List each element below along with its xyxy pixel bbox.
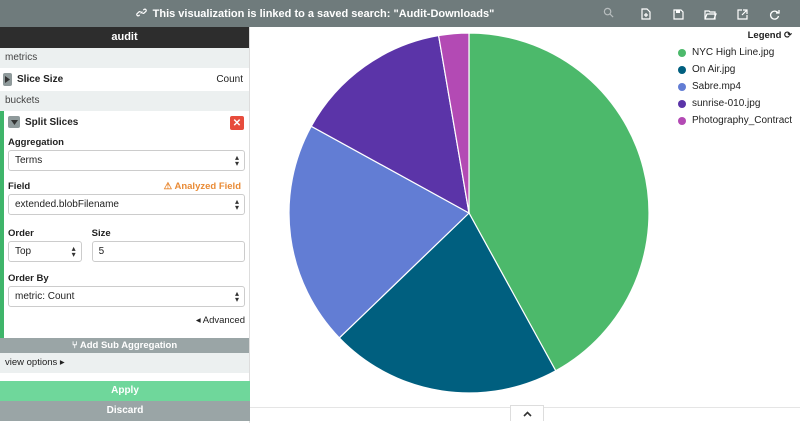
field-value: extended.blobFilename — [15, 199, 119, 210]
metric-value: Count — [216, 74, 243, 85]
order-select[interactable]: Top ▴ ▾ — [8, 241, 82, 262]
pie-slice-2[interactable] — [338, 212, 557, 394]
buckets-section-label: buckets — [0, 91, 249, 111]
legend-item-label: NYC High Line.jpg — [692, 47, 775, 58]
index-pattern-title: audit — [0, 27, 249, 48]
save-icon[interactable] — [662, 5, 694, 23]
new-visualization-icon[interactable] — [630, 5, 662, 23]
legend-dot-icon — [678, 65, 686, 74]
analyzed-field-warning: ⚠ Analyzed Field — [163, 181, 241, 192]
discard-button[interactable]: Discard — [0, 401, 250, 421]
sub-aggregation-icon: ⑂ — [71, 340, 78, 351]
legend-dot-icon — [678, 116, 686, 125]
legend-item[interactable]: NYC High Line.jpg — [678, 44, 792, 61]
add-sub-aggregation-button[interactable]: ⑂ Add Sub Aggregation — [0, 338, 249, 353]
expand-toggle-icon[interactable] — [3, 73, 12, 86]
size-label: Size — [91, 228, 111, 239]
toolbar — [630, 5, 790, 23]
caret-right-icon: ▸ — [59, 357, 65, 368]
view-options-toggle[interactable]: view options ▸ — [0, 353, 249, 373]
select-caret-icon: ▴ ▾ — [234, 289, 239, 304]
legend: Legend ⟳ NYC High Line.jpg On Air.jpg Sabr… — [678, 30, 792, 129]
field-select[interactable]: extended.blobFilename ▴ ▾ — [8, 194, 245, 215]
select-caret-icon: ▴ ▾ — [234, 197, 239, 212]
size-col: Size 5 — [91, 224, 245, 262]
select-caret-icon: ▴ ▾ — [71, 244, 76, 259]
pie-slice-1[interactable] — [468, 32, 650, 372]
order-by-value: metric: Count — [15, 291, 75, 302]
legend-toggle-icon: ⟳ — [784, 30, 792, 41]
linked-search-notice: This visualization is linked to a saved … — [0, 7, 630, 21]
field-label: Field — [8, 181, 31, 192]
linked-search-text: This visualization is linked to a saved … — [152, 7, 495, 20]
search-icon[interactable] — [603, 7, 614, 21]
aggregation-select[interactable]: Terms ▴ ▾ — [8, 150, 245, 171]
bucket-label: Split Slices — [25, 116, 79, 128]
legend-item-label: On Air.jpg — [692, 64, 736, 75]
chevron-up-icon — [522, 410, 532, 417]
bucket-header: Split Slices — [8, 111, 245, 133]
apply-button[interactable]: Apply — [0, 381, 250, 401]
aggregation-value: Terms — [15, 155, 43, 166]
legend-item[interactable]: sunrise-010.jpg — [678, 95, 792, 112]
collapse-toggle-icon[interactable] — [8, 116, 20, 128]
pie-slice-3[interactable] — [288, 125, 471, 339]
legend-title: Legend — [747, 30, 782, 41]
legend-item-label: sunrise-010.jpg — [692, 98, 761, 109]
legend-item[interactable]: On Air.jpg — [678, 61, 792, 78]
split-slices-bucket: Split Slices ✕ Aggregation Terms ▴ ▾ Fiel… — [0, 111, 249, 338]
aggregation-label: Aggregation — [8, 137, 64, 148]
metrics-section-label: metrics — [0, 48, 249, 68]
order-label: Order — [8, 228, 34, 239]
visualization-area: Legend ⟳ NYC High Line.jpg On Air.jpg Sabr… — [250, 27, 800, 423]
open-icon[interactable] — [694, 5, 726, 23]
remove-bucket-button[interactable]: ✕ — [230, 116, 244, 130]
legend-items: NYC High Line.jpg On Air.jpg Sabre.mp4 sunr… — [678, 44, 792, 129]
size-input[interactable]: 5 — [91, 241, 245, 262]
size-value: 5 — [98, 246, 105, 257]
legend-dot-icon — [678, 99, 686, 108]
order-by-label: Order By — [8, 273, 49, 284]
order-value: Top — [15, 246, 32, 257]
link-icon — [135, 7, 147, 21]
legend-item[interactable]: Sabre.mp4 — [678, 78, 792, 95]
order-col: Order Top ▴ ▾ — [8, 224, 82, 262]
legend-item-label: Photography_Contract... — [692, 115, 792, 126]
select-caret-icon: ▴ ▾ — [234, 153, 239, 168]
add-sub-aggregation-label: Add Sub Aggregation — [79, 340, 178, 351]
legend-dot-icon — [678, 48, 686, 57]
share-icon[interactable] — [726, 5, 758, 23]
legend-toggle[interactable]: Legend ⟳ — [678, 30, 792, 41]
order-size-row: Order Top ▴ ▾ Size 5 — [8, 224, 245, 262]
field-row: Field ⚠ Analyzed Field — [8, 180, 245, 194]
pie-slice-4[interactable] — [310, 34, 470, 215]
view-options-label: view options — [5, 357, 58, 368]
analyzed-field-text: Analyzed Field — [174, 181, 241, 192]
legend-item-label: Sabre.mp4 — [692, 81, 741, 92]
advanced-toggle[interactable]: ◂ Advanced — [8, 315, 245, 326]
refresh-icon[interactable] — [758, 5, 790, 23]
pie-chart — [288, 32, 650, 394]
legend-item[interactable]: Photography_Contract... — [678, 112, 792, 129]
caret-left-icon: ◂ — [195, 315, 201, 326]
saved-search-bar: This visualization is linked to a saved … — [0, 0, 800, 27]
metric-label: Slice Size — [17, 74, 64, 85]
advanced-label: Advanced — [202, 315, 245, 326]
toggle-spy-panel-button[interactable] — [510, 405, 544, 421]
legend-dot-icon — [678, 82, 686, 91]
editor-sidebar: audit metrics Slice Size Count buckets S… — [0, 27, 250, 423]
pie-slice-5[interactable] — [437, 32, 470, 214]
metric-slice-size[interactable]: Slice Size Count — [0, 68, 249, 91]
order-by-select[interactable]: metric: Count ▴ ▾ — [8, 286, 245, 307]
